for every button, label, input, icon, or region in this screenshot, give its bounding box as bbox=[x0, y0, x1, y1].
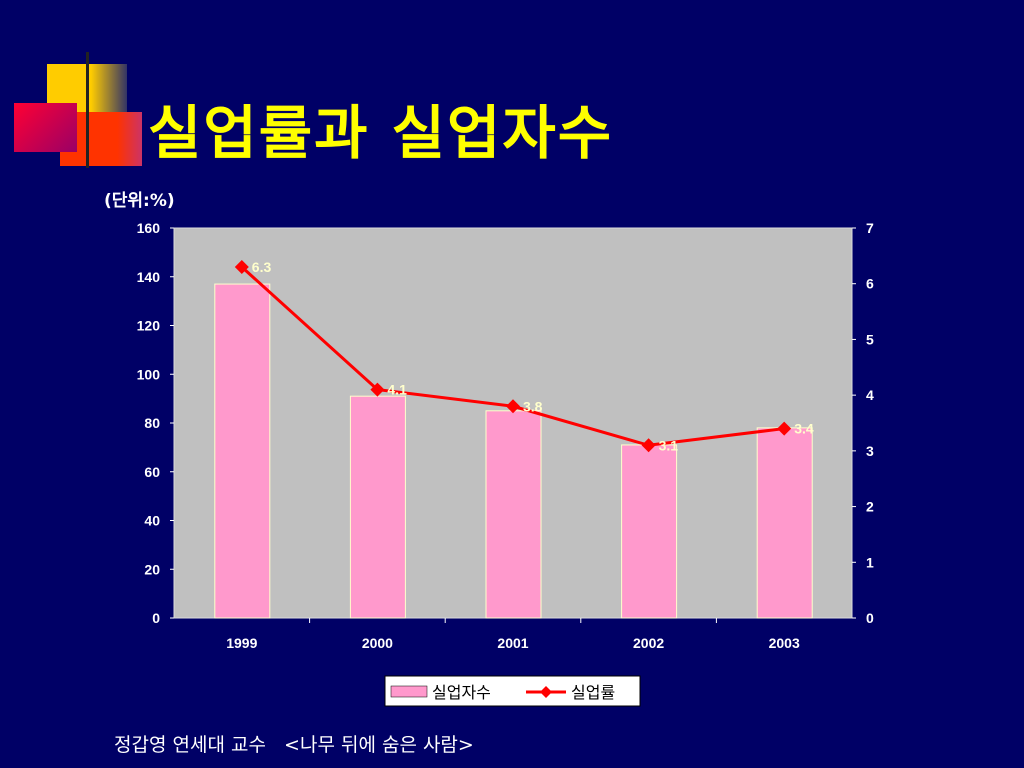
footer-credit: 정갑영 연세대 교수 <나무 뒤에 숨은 사람> bbox=[114, 734, 474, 756]
y-left-tick-label: 60 bbox=[144, 464, 160, 480]
x-tick-label: 2002 bbox=[633, 635, 664, 651]
y-right-tick-label: 3 bbox=[866, 443, 874, 459]
unit-label: (단위:%) bbox=[104, 191, 175, 211]
x-tick-label: 1999 bbox=[226, 635, 257, 651]
x-tick-label: 2001 bbox=[497, 635, 528, 651]
bar bbox=[214, 283, 271, 619]
bar bbox=[349, 395, 406, 619]
y-left-tick-label: 40 bbox=[144, 513, 160, 529]
data-label: 6.3 bbox=[252, 259, 272, 275]
y-right-tick-label: 1 bbox=[866, 554, 874, 570]
y-right-tick-label: 4 bbox=[866, 387, 874, 403]
x-tick-label: 2003 bbox=[769, 635, 800, 651]
y-left-tick-label: 120 bbox=[137, 318, 161, 334]
y-left-tick-label: 20 bbox=[144, 561, 160, 577]
legend-line-marker bbox=[540, 686, 552, 698]
page-title: 실업률과 실업자수 bbox=[148, 99, 614, 167]
y-left-tick-label: 140 bbox=[137, 269, 161, 285]
y-left-tick-label: 0 bbox=[152, 610, 160, 626]
line-marker bbox=[370, 382, 385, 397]
data-label: 3.4 bbox=[794, 421, 814, 437]
legend-box bbox=[384, 675, 641, 707]
legend-line-label: 실업률 bbox=[571, 684, 615, 702]
y-left-tick-label: 80 bbox=[144, 415, 160, 431]
line-marker bbox=[234, 260, 249, 274]
line-marker bbox=[641, 438, 656, 453]
y-right-tick-label: 6 bbox=[866, 276, 874, 292]
logo-vertical-bar bbox=[86, 52, 89, 168]
y-left-tick-label: 160 bbox=[137, 220, 161, 236]
line-marker bbox=[777, 421, 792, 436]
y-right-tick-label: 5 bbox=[866, 331, 874, 347]
legend-bar-label: 실업자수 bbox=[432, 684, 491, 702]
line-marker bbox=[506, 399, 520, 414]
y-right-tick-label: 0 bbox=[866, 610, 874, 626]
legend-bar-swatch bbox=[390, 685, 428, 698]
bar bbox=[621, 444, 678, 619]
bar bbox=[485, 410, 542, 619]
data-label: 3.8 bbox=[523, 398, 543, 414]
legend: 실업자수 실업률 bbox=[384, 675, 641, 707]
x-tick-label: 2000 bbox=[362, 635, 393, 651]
y-right-tick-label: 2 bbox=[866, 499, 874, 515]
bar bbox=[756, 427, 813, 619]
logo-crimson-square bbox=[14, 103, 77, 152]
y-left-tick-label: 100 bbox=[137, 366, 161, 382]
data-label: 3.1 bbox=[659, 437, 679, 453]
data-label: 4.1 bbox=[387, 382, 407, 398]
y-right-tick-label: 7 bbox=[866, 220, 874, 236]
